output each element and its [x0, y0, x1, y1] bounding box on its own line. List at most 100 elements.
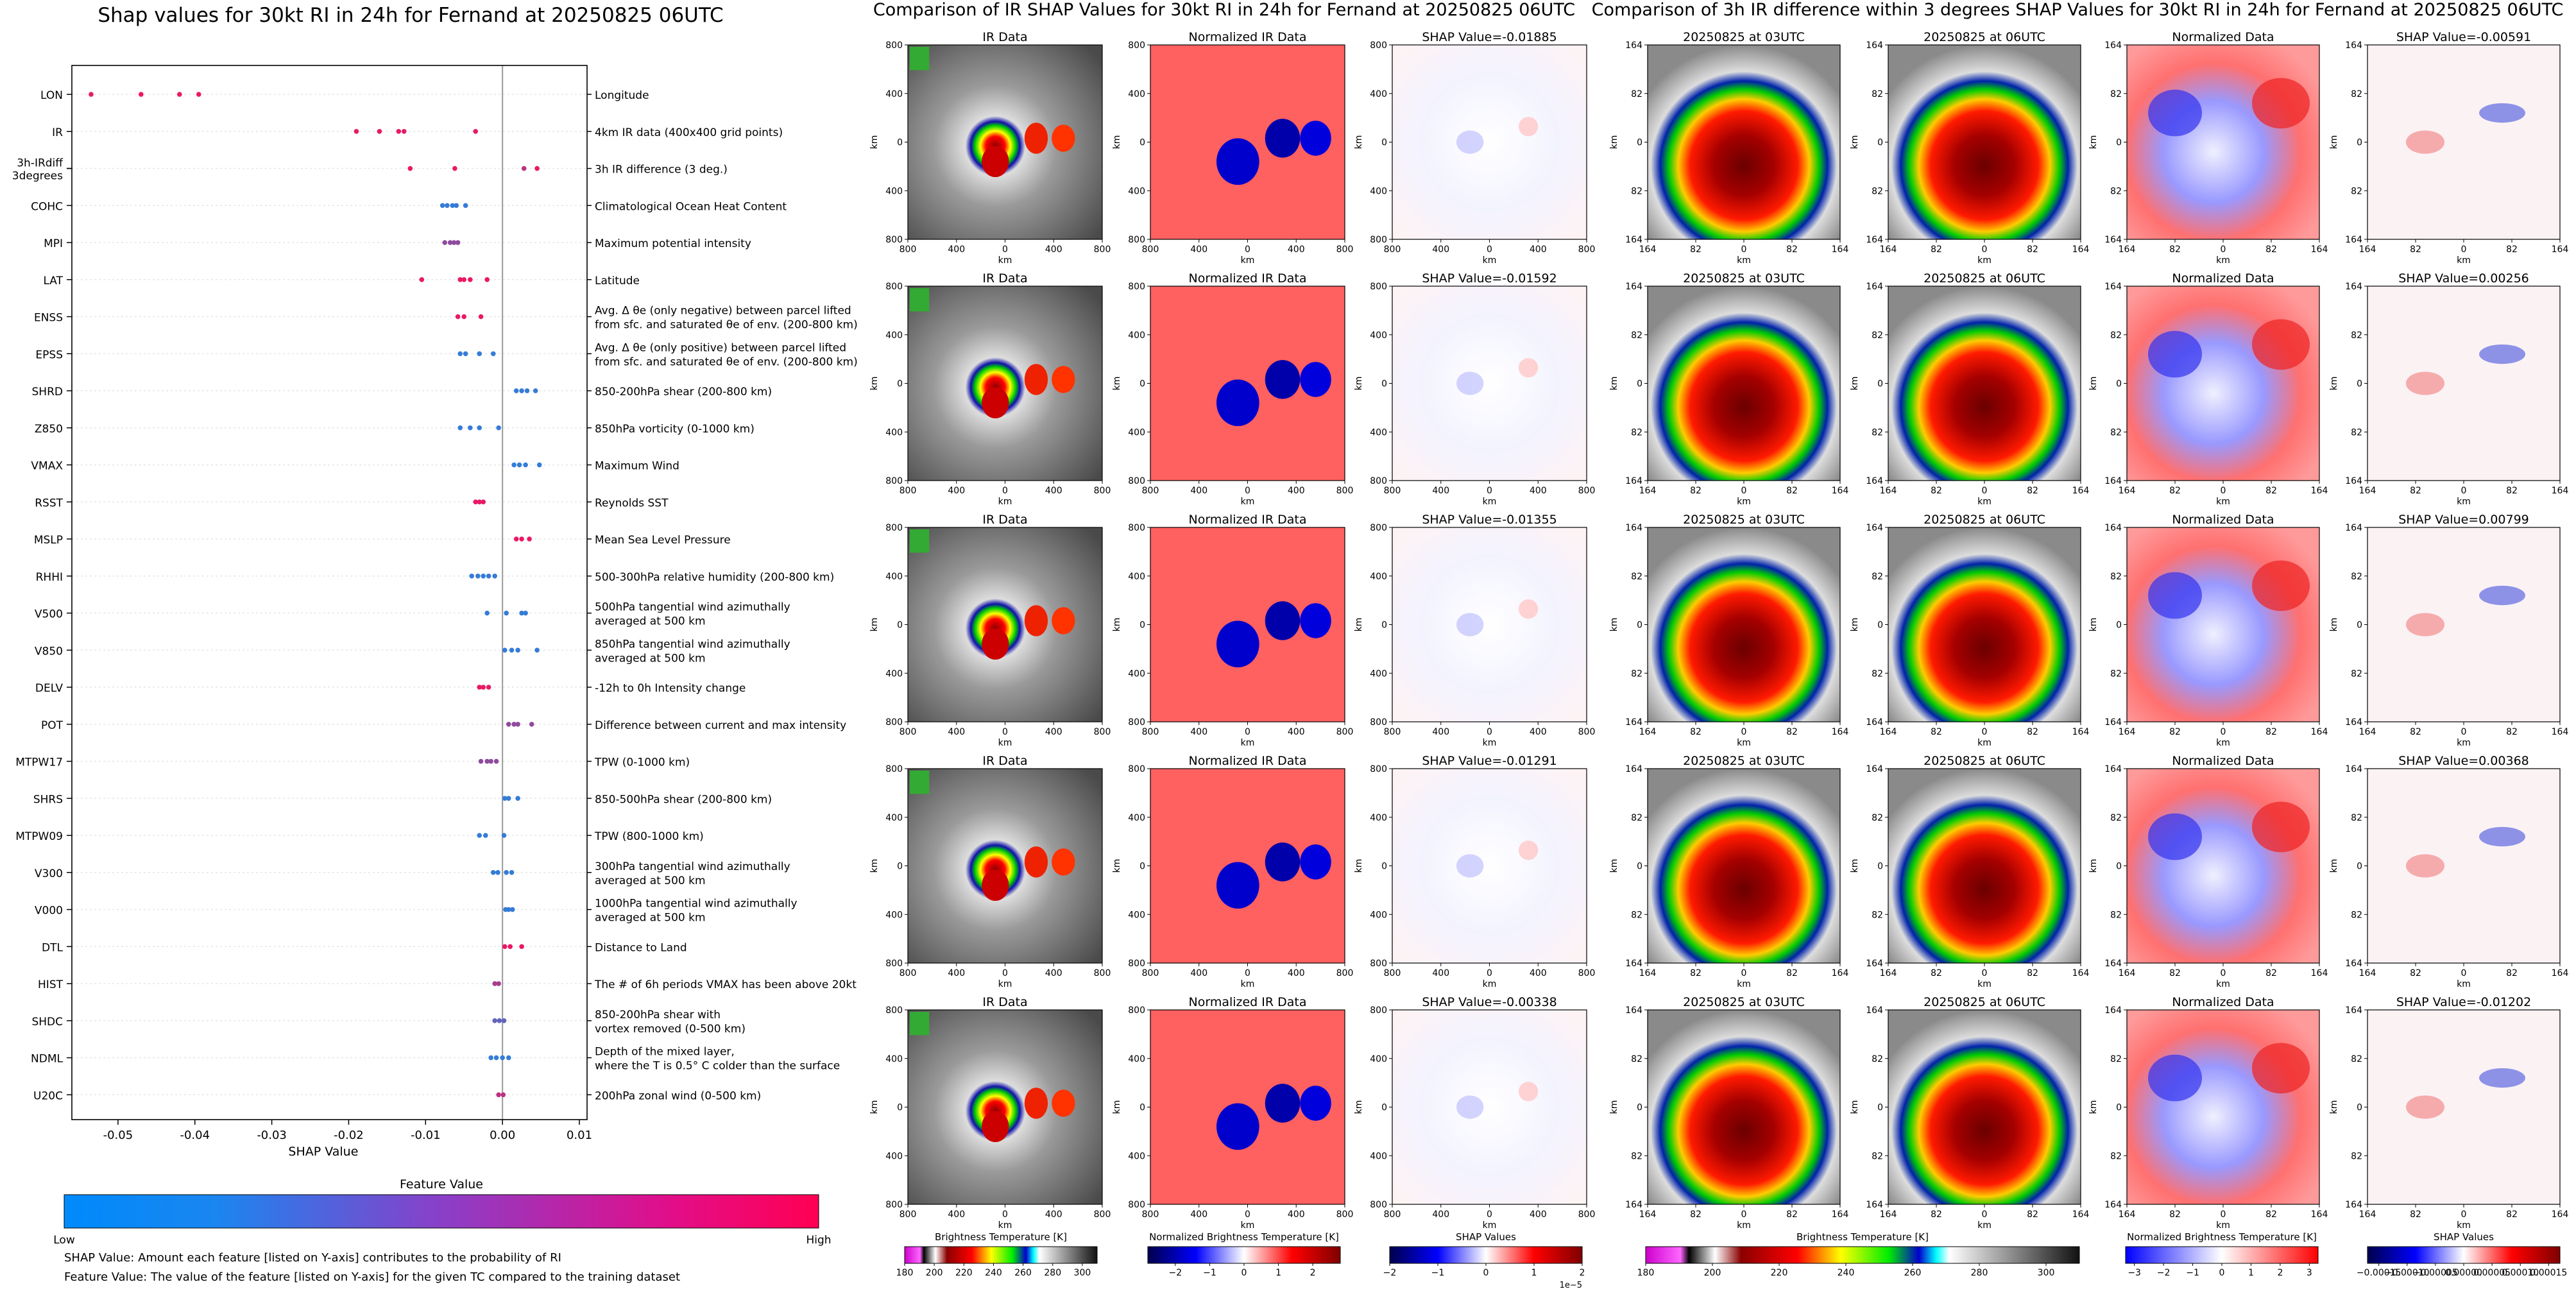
- shap-point: [484, 610, 490, 616]
- x-axis-label: km: [1241, 497, 1255, 507]
- bt-image: [1648, 286, 1840, 481]
- x-tick-label: 82: [2506, 244, 2518, 255]
- y-tick-label: 800: [1128, 1005, 1145, 1016]
- x-axis-label: km: [1977, 738, 1992, 748]
- x-tick-label: 82: [2169, 486, 2181, 496]
- y-tick-label: 400: [885, 1151, 903, 1161]
- shap-value-title: SHAP Value=-0.00338: [1422, 995, 1557, 1009]
- colorbar-tick-label: 1: [2248, 1268, 2254, 1278]
- shap-point: [493, 1055, 499, 1061]
- x-tick-label: 400: [948, 244, 965, 255]
- bt-image: [1648, 769, 1840, 963]
- y-tick-label: 164: [2104, 40, 2122, 51]
- x-axis-label: km: [1241, 738, 1255, 748]
- x-tick-label: 800: [1578, 1209, 1596, 1220]
- y-tick-label: 164: [2345, 235, 2362, 245]
- colorbar-tick-label: 0.00000: [2445, 1268, 2482, 1278]
- shap-point: [401, 128, 407, 134]
- x-axis-label: km: [2457, 1220, 2471, 1231]
- diff-blob: [2252, 1043, 2310, 1094]
- norm-core: [1216, 138, 1259, 185]
- shap-point: [477, 351, 482, 357]
- x-tick-label: 800: [900, 968, 917, 978]
- shap-point: [519, 944, 524, 950]
- colorbar-offset: 1e−5: [1560, 1281, 1582, 1289]
- y-tick-label: 164: [2345, 40, 2362, 51]
- shap-point: [419, 277, 425, 282]
- y-tick-label: 0: [2357, 379, 2362, 389]
- feature-label: HIST: [38, 978, 64, 991]
- y-tick-label: 82: [1872, 1151, 1883, 1161]
- feature-label: MSLP: [34, 534, 63, 547]
- y-tick-label: 0: [897, 862, 903, 872]
- x-tick-label: 0: [1487, 727, 1492, 737]
- y-axis-label: km: [1850, 1100, 1860, 1114]
- y-tick-label: 82: [1872, 89, 1883, 99]
- diff-shap-image: [2367, 527, 2560, 722]
- x-tick-label: 400: [1190, 727, 1207, 737]
- y-axis-label: km: [2329, 377, 2339, 391]
- shap-point: [496, 981, 501, 986]
- y-tick-label: 0: [1637, 379, 1642, 389]
- panel-title: IR Data: [982, 754, 1027, 768]
- x-tick-label: 164: [1880, 1209, 1897, 1220]
- x-tick-label: 0: [1002, 244, 1008, 255]
- y-tick-label: 800: [1128, 717, 1145, 728]
- y-tick-label: 800: [885, 717, 903, 728]
- feature-label: LON: [40, 89, 63, 102]
- storm-core: [982, 387, 1009, 419]
- y-tick-label: 164: [2345, 1200, 2362, 1210]
- y-tick-label: 800: [1370, 282, 1387, 292]
- x-tick-label: 82: [1786, 1209, 1798, 1220]
- shap-point: [515, 647, 520, 653]
- x-tick-label: 0: [2221, 968, 2226, 978]
- x-tick-label: 0: [1487, 244, 1492, 255]
- y-tick-label: 82: [1631, 669, 1642, 679]
- bt-image: [1648, 527, 1840, 722]
- x-axis-label: km: [998, 497, 1012, 507]
- panel-title: Normalized Data: [2172, 271, 2274, 286]
- y-tick-label: 82: [2351, 1054, 2362, 1064]
- shap-point: [488, 758, 493, 764]
- y-tick-label: 800: [1370, 959, 1387, 969]
- shap-blob: [1518, 841, 1539, 860]
- ir-corner-cloud: [910, 47, 930, 71]
- x-tick-label: 800: [1336, 244, 1354, 255]
- x-tick-label: 164: [1639, 486, 1657, 496]
- y-axis-label: km: [1609, 135, 1619, 149]
- y-tick-label: 400: [1370, 910, 1387, 920]
- x-axis-label: SHAP Value: [288, 1145, 358, 1159]
- shap-point: [457, 425, 463, 431]
- norm-core: [1265, 360, 1301, 399]
- colorbar-tick-label: 220: [955, 1268, 973, 1278]
- y-tick-label: 82: [2110, 89, 2122, 99]
- y-tick-label: 800: [885, 1005, 903, 1016]
- y-tick-label: 800: [1370, 476, 1387, 486]
- y-tick-label: 800: [1370, 717, 1387, 728]
- x-tick-label: 400: [948, 727, 965, 737]
- y-tick-label: 82: [1631, 186, 1642, 196]
- y-axis-label: km: [869, 618, 880, 632]
- y-tick-label: 0: [1381, 1103, 1387, 1113]
- feature-label: DELV: [35, 682, 63, 695]
- x-tick-label: 164: [2119, 486, 2136, 496]
- y-axis-label: km: [1609, 377, 1619, 391]
- shap-point: [497, 1018, 502, 1023]
- y-tick-label: 400: [885, 330, 903, 341]
- x-tick-label: 0: [1982, 968, 1988, 978]
- shap-point: [439, 203, 445, 209]
- x-tick-label: 400: [1045, 244, 1062, 255]
- panel-title: 20250825 at 03UTC: [1683, 754, 1805, 768]
- feature-label: NDML: [31, 1053, 63, 1066]
- norm-core: [1216, 379, 1259, 427]
- y-tick-label: 0: [897, 620, 903, 631]
- y-tick-label: 400: [1128, 813, 1145, 823]
- y-tick-label: 0: [2116, 1103, 2122, 1113]
- shap-point: [502, 647, 508, 653]
- y-tick-label: 0: [2116, 379, 2122, 389]
- x-tick-label: 800: [1094, 486, 1111, 496]
- x-tick-label: 164: [2311, 486, 2328, 496]
- y-tick-label: 164: [1866, 476, 1883, 486]
- colorbar-tick-label: 180: [896, 1268, 914, 1278]
- diff-norm-image: [2127, 286, 2319, 481]
